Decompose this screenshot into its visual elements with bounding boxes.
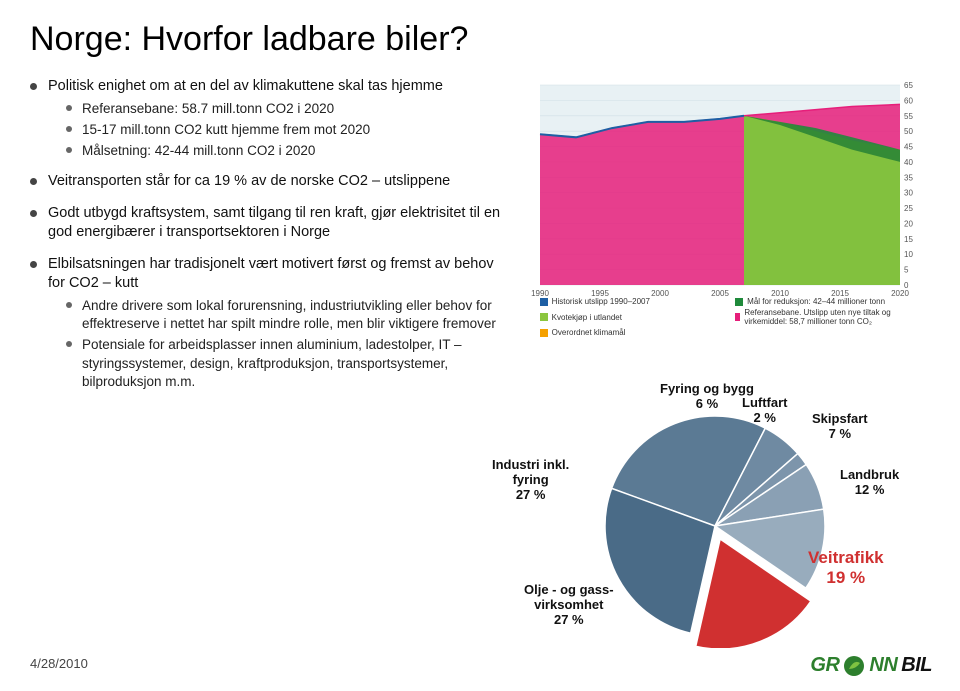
bullet-text: Elbilsatsningen har tradisjonelt vært mo… [48,256,494,292]
svg-text:45: 45 [904,143,913,152]
bullet-sub: Målsetning: 42-44 mill.tonn CO2 i 2020 [66,142,505,160]
svg-text:55: 55 [904,112,913,121]
bullet-column: Politisk enighet om at en del av klimaku… [30,77,505,403]
svg-text:20: 20 [904,219,913,228]
bullet-sub: 15-17 mill.tonn CO2 kutt hjemme frem mot… [66,121,505,139]
svg-text:60: 60 [904,96,913,105]
svg-text:15: 15 [904,235,913,244]
svg-text:10: 10 [904,250,913,259]
pie-label: Veitrafikk19 % [808,548,884,587]
slide-title: Norge: Hvorfor ladbare biler? [30,20,930,59]
svg-text:50: 50 [904,127,913,136]
emissions-pie-chart: Industri inkl.fyring27 % Fyring og bygg6 … [470,378,930,648]
bullet-item: Elbilsatsningen har tradisjonelt vært mo… [30,255,505,391]
line-chart-column: MILLIONER TONN CO₂-EKVIVALENTER 05101520… [515,77,930,403]
logo-text-1: GR [810,654,839,677]
svg-text:65: 65 [904,81,913,90]
pie-label: Olje - og gass-virksomhet27 % [524,583,614,628]
legend-item: Historisk utslipp 1990–2007 [540,297,730,306]
bullet-sub: Andre drivere som lokal forurensning, in… [66,297,505,333]
logo-text-2: NN [869,654,897,677]
bullet-item: Godt utbygd kraftsystem, samt tilgang ti… [30,204,505,243]
logo-text-3: BIL [901,654,932,677]
bullet-item: Veitransporten står for ca 19 % av de no… [30,172,505,192]
svg-text:40: 40 [904,158,913,167]
svg-text:5: 5 [904,266,909,275]
svg-text:35: 35 [904,173,913,182]
bullet-item: Politisk enighet om at en del av klimaku… [30,77,505,160]
pie-label: Landbruk12 % [840,468,899,498]
pie-label: Fyring og bygg6 % [660,382,754,412]
bullet-sub: Referansebane: 58.7 mill.tonn CO2 i 2020 [66,100,505,118]
legend-item: Kvotekjøp i utlandet [540,308,730,326]
content-row: Politisk enighet om at en del av klimaku… [30,77,930,403]
pie-label: Luftfart2 % [742,396,788,426]
bullet-sub: Potensiale for arbeidsplasser innen alum… [66,336,505,391]
pie-label: Skipsfart7 % [812,412,868,442]
svg-text:25: 25 [904,204,913,213]
legend-item: Referansebane. Utslipp uten nye tiltak o… [735,308,925,326]
slide: Norge: Hvorfor ladbare biler? Politisk e… [0,0,960,691]
bullet-list: Politisk enighet om at en del av klimaku… [30,77,505,391]
logo: GR NN BIL [810,654,932,677]
leaf-icon [843,655,865,677]
legend-item: Mål for reduksjon: 42–44 millioner tonn [735,297,925,306]
legend-item: Overordnet klimamål [540,328,730,337]
bullet-text: Politisk enighet om at en del av klimaku… [48,78,443,94]
svg-text:30: 30 [904,189,913,198]
footer-date: 4/28/2010 [30,656,88,671]
emissions-line-chart: MILLIONER TONN CO₂-EKVIVALENTER 05101520… [515,77,925,337]
pie-label: Industri inkl.fyring27 % [492,458,569,503]
